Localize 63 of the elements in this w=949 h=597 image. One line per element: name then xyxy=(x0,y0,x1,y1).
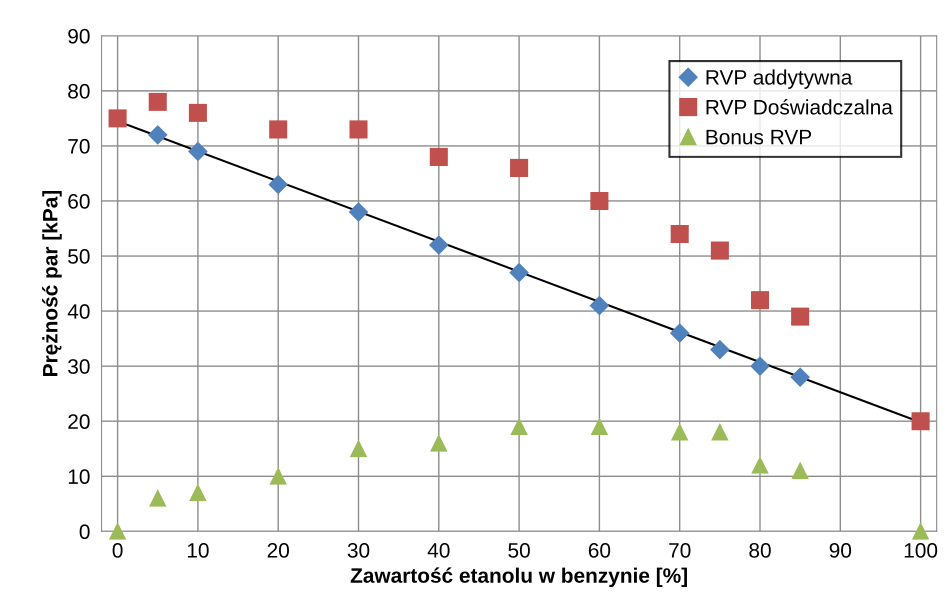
x-tick-label: 80 xyxy=(749,542,771,558)
point xyxy=(148,92,167,111)
y-tick-label: 80 xyxy=(68,84,90,99)
y-tick-label: 0 xyxy=(80,524,90,540)
y-tick-label: 40 xyxy=(68,304,90,319)
legend-label: RVP addytywna xyxy=(706,69,852,89)
point xyxy=(590,296,609,316)
x-tick-label: 70 xyxy=(669,542,690,558)
point xyxy=(148,125,168,144)
point xyxy=(790,368,810,387)
x-tick-label: 30 xyxy=(348,542,370,558)
point xyxy=(430,434,448,452)
point xyxy=(348,202,368,222)
point xyxy=(188,104,207,122)
point xyxy=(671,424,688,441)
legend-label: RVP Doświadczalna xyxy=(706,99,893,115)
point xyxy=(109,522,126,540)
x-tick-label: 10 xyxy=(188,542,209,558)
point xyxy=(791,308,810,326)
point xyxy=(190,484,206,502)
point xyxy=(590,192,608,210)
y-tick-label: 30 xyxy=(68,359,90,374)
point xyxy=(510,263,529,282)
point xyxy=(188,142,208,161)
point xyxy=(752,456,768,474)
y-axis-title: Prężność par [kPa] xyxy=(42,190,62,376)
x-tick-label: 20 xyxy=(268,542,289,558)
point xyxy=(269,120,288,138)
point xyxy=(710,242,729,260)
x-tick-label: 90 xyxy=(830,542,852,558)
x-tick-label: 40 xyxy=(428,542,450,558)
point xyxy=(350,440,367,458)
point xyxy=(268,174,288,194)
point xyxy=(750,291,770,310)
x-tick-label: 60 xyxy=(588,542,610,558)
point xyxy=(149,490,166,507)
point xyxy=(349,120,368,138)
point xyxy=(510,158,528,177)
point xyxy=(108,109,127,128)
point xyxy=(670,224,689,244)
point xyxy=(750,356,770,376)
point xyxy=(510,418,528,436)
x-tick-label: 100 xyxy=(904,542,938,558)
y-tick-label: 20 xyxy=(68,414,90,429)
point xyxy=(430,148,448,166)
point xyxy=(270,468,287,485)
y-tick-label: 50 xyxy=(68,249,90,264)
point xyxy=(591,418,608,436)
x-axis-title: Zawartość etanolu w benzynie [%] xyxy=(350,567,687,588)
point xyxy=(712,424,728,441)
y-tick-label: 70 xyxy=(68,138,90,154)
legend-label: Bonus RVP xyxy=(706,130,812,144)
point xyxy=(792,462,808,480)
point xyxy=(429,236,448,255)
y-tick-label: 10 xyxy=(68,469,90,484)
y-tick-label: 90 xyxy=(68,28,90,44)
point xyxy=(912,412,930,430)
point xyxy=(710,340,730,360)
point xyxy=(670,324,690,343)
y-tick-label: 60 xyxy=(68,194,90,209)
point xyxy=(912,522,929,540)
x-tick-label: 50 xyxy=(508,542,530,558)
x-tick-label: 0 xyxy=(112,542,123,558)
